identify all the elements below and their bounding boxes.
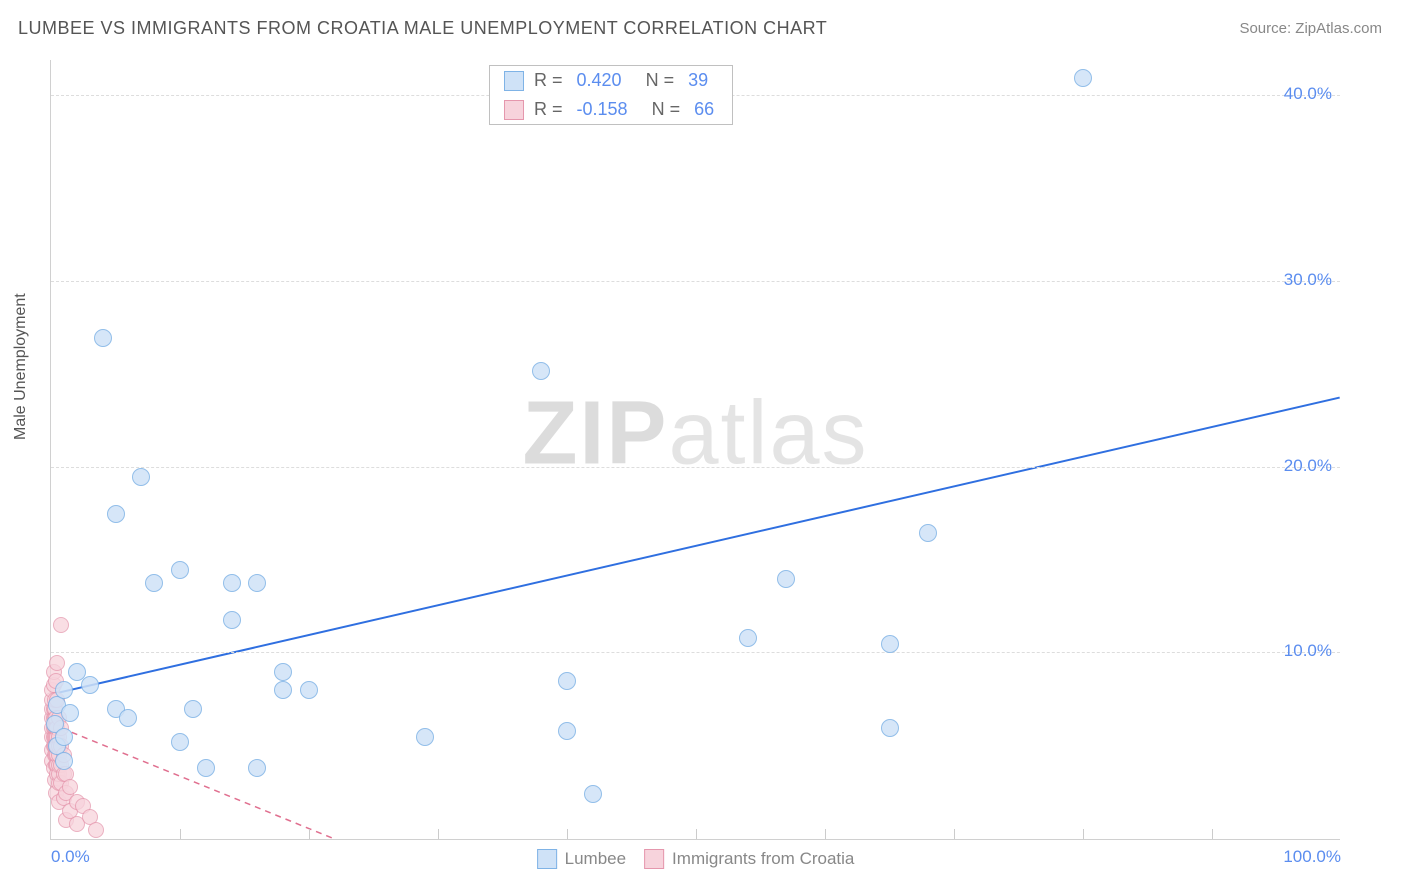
x-tick [309,829,310,839]
x-tick-label: 100.0% [1283,847,1341,867]
data-point [88,822,104,838]
data-point [223,574,241,592]
data-point [777,570,795,588]
gridline [51,467,1340,468]
data-point [61,704,79,722]
legend-label: Lumbee [565,849,626,869]
data-point [248,759,266,777]
x-tick [954,829,955,839]
data-point [416,728,434,746]
x-tick [567,829,568,839]
data-point [300,681,318,699]
series-legend: Lumbee Immigrants from Croatia [537,849,855,869]
r-value: 0.420 [577,70,622,91]
correlation-legend: R = 0.420 N = 39 R = -0.158 N = 66 [489,65,733,125]
x-tick [1212,829,1213,839]
legend-item-croatia: Immigrants from Croatia [644,849,854,869]
data-point [107,505,125,523]
legend-item-lumbee: Lumbee [537,849,626,869]
data-point [532,362,550,380]
watermark: ZIPatlas [522,382,868,485]
swatch-icon [644,849,664,869]
data-point [94,329,112,347]
data-point [197,759,215,777]
gridline [51,281,1340,282]
n-value: 66 [694,99,714,120]
data-point [132,468,150,486]
data-point [558,722,576,740]
trend-line [51,398,1339,695]
data-point [62,779,78,795]
chart-title: LUMBEE VS IMMIGRANTS FROM CROATIA MALE U… [18,18,827,39]
r-label: R = [534,70,563,91]
swatch-icon [504,71,524,91]
x-tick [1083,829,1084,839]
y-tick-label: 40.0% [1284,84,1332,104]
n-label: N = [636,70,675,91]
y-tick-label: 20.0% [1284,456,1332,476]
legend-label: Immigrants from Croatia [672,849,854,869]
scatter-chart: ZIPatlas R = 0.420 N = 39 R = -0.158 N =… [50,60,1340,840]
data-point [49,655,65,671]
x-tick-label: 0.0% [51,847,90,867]
data-point [184,700,202,718]
header: LUMBEE VS IMMIGRANTS FROM CROATIA MALE U… [0,0,1406,49]
legend-row-lumbee: R = 0.420 N = 39 [490,66,732,95]
data-point [248,574,266,592]
data-point [81,676,99,694]
swatch-icon [537,849,557,869]
data-point [119,709,137,727]
x-tick [438,829,439,839]
n-label: N = [642,99,681,120]
data-point [739,629,757,647]
data-point [55,681,73,699]
data-point [55,752,73,770]
data-point [558,672,576,690]
data-point [55,728,73,746]
trendlines [51,60,1340,839]
y-tick-label: 30.0% [1284,270,1332,290]
r-label: R = [534,99,563,120]
x-tick [180,829,181,839]
data-point [171,733,189,751]
data-point [53,617,69,633]
data-point [584,785,602,803]
data-point [881,719,899,737]
data-point [145,574,163,592]
n-value: 39 [688,70,708,91]
legend-row-croatia: R = -0.158 N = 66 [490,95,732,124]
y-tick-label: 10.0% [1284,641,1332,661]
data-point [881,635,899,653]
gridline [51,652,1340,653]
data-point [274,681,292,699]
x-tick [825,829,826,839]
y-axis-label: Male Unemployment [12,293,30,440]
swatch-icon [504,100,524,120]
data-point [171,561,189,579]
data-point [919,524,937,542]
data-point [223,611,241,629]
source-attribution: Source: ZipAtlas.com [1239,20,1382,37]
r-value: -0.158 [577,99,628,120]
data-point [1074,69,1092,87]
data-point [274,663,292,681]
x-tick [696,829,697,839]
